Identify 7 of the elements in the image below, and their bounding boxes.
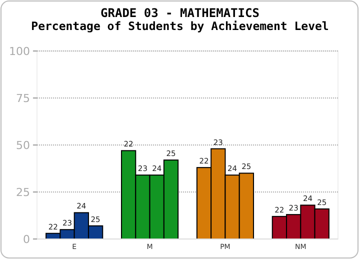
chart-title: GRADE 03 - MATHEMATICS [100, 6, 260, 20]
y-tick-label: 50 [16, 139, 30, 152]
y-tick-label: 100 [9, 45, 30, 58]
chart-subtitle: Percentage of Students by Achievement Level [31, 19, 329, 33]
y-tick-label: 0 [23, 233, 30, 246]
y-tick-label: 75 [16, 92, 30, 105]
y-tick-label: 25 [16, 186, 30, 199]
